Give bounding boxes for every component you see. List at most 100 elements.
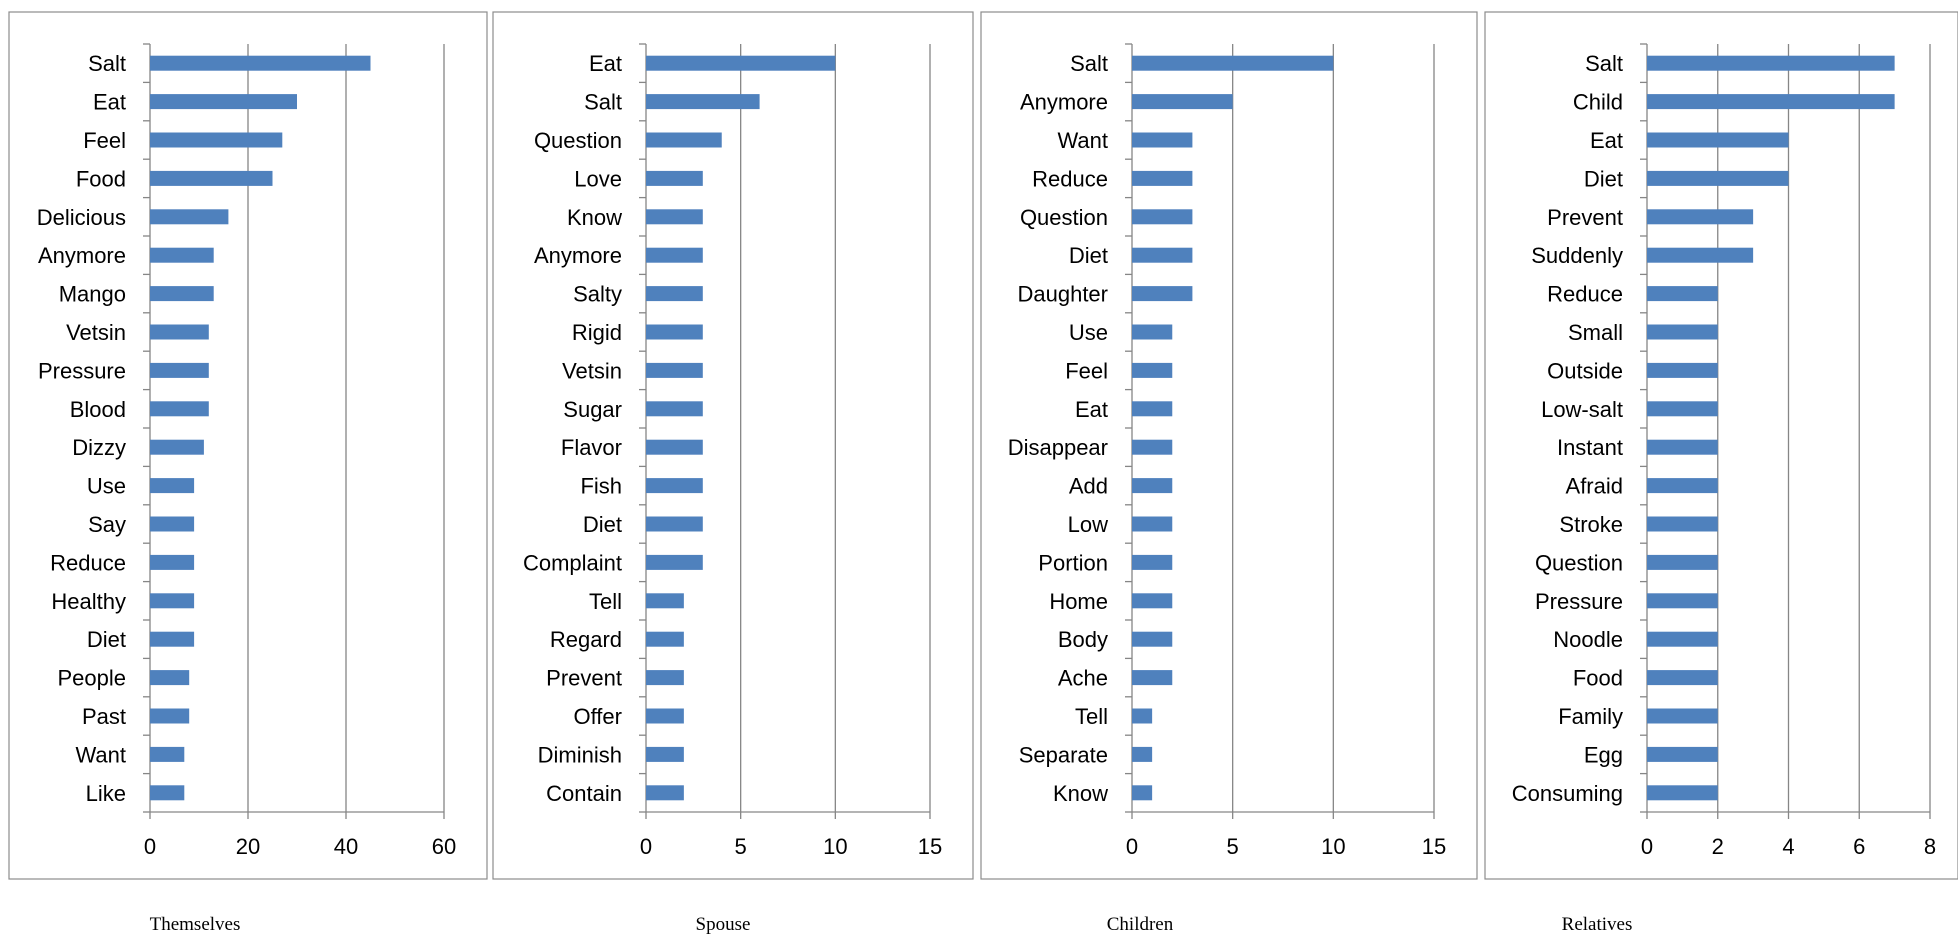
chart-panel-children: 0 5 10 15 Salt Anymore Want Reduce Question Diet D… <box>980 11 1478 935</box>
category-label: Use <box>1069 320 1108 345</box>
bar-reduce <box>1132 170 1193 186</box>
bar-reduce <box>150 554 195 570</box>
category-label: Afraid <box>1566 474 1623 499</box>
bar-question <box>646 132 722 148</box>
bar-daughter <box>1132 286 1193 302</box>
bar-sugar <box>646 401 703 417</box>
bar-love <box>646 170 703 186</box>
x-tick-label: 5 <box>1227 834 1239 859</box>
bar-people <box>150 670 190 686</box>
bar-salt <box>646 94 760 110</box>
bar-tell <box>1132 708 1153 724</box>
bar-reduce <box>1647 286 1718 302</box>
bar-eat <box>1132 401 1173 417</box>
bar-question <box>1647 554 1718 570</box>
category-label: Love <box>574 166 622 191</box>
category-label: Egg <box>1584 742 1623 767</box>
category-label: Fish <box>580 474 622 499</box>
category-label: Portion <box>1038 550 1108 575</box>
category-label: Disappear <box>1008 435 1108 460</box>
category-label: Anymore <box>38 243 126 268</box>
category-label: Mango <box>59 282 126 307</box>
category-label: Noodle <box>1553 627 1623 652</box>
category-label: Flavor <box>561 435 622 460</box>
category-label: Salty <box>573 282 622 307</box>
bar-diminish <box>646 746 684 762</box>
bar-prevent <box>646 670 684 686</box>
bar-low <box>1132 516 1173 532</box>
x-tick-label: 2 <box>1712 834 1724 859</box>
category-label: Vetsin <box>66 320 126 345</box>
x-tick-label: 15 <box>918 834 942 859</box>
bar-consuming <box>1647 785 1718 801</box>
bar-add <box>1132 478 1173 494</box>
bar-stroke <box>1647 516 1718 532</box>
category-label: Question <box>1020 205 1108 230</box>
bar-blood <box>150 401 209 417</box>
category-label: Eat <box>1075 397 1108 422</box>
bar-question <box>1132 209 1193 225</box>
bar-home <box>1132 593 1173 609</box>
bar-low-salt <box>1647 401 1718 417</box>
category-label: Consuming <box>1512 781 1623 806</box>
category-label: Diet <box>1584 166 1623 191</box>
category-label: Healthy <box>51 589 126 614</box>
category-label: Food <box>1573 666 1623 691</box>
bar-complaint <box>646 554 703 570</box>
x-tick-label: 0 <box>1126 834 1138 859</box>
category-label: Diet <box>1069 243 1108 268</box>
category-label: Vetsin <box>562 358 622 383</box>
bar-family <box>1647 708 1718 724</box>
bar-separate <box>1132 746 1153 762</box>
bar-salt <box>150 55 371 71</box>
bar-diet <box>1647 170 1789 186</box>
category-label: Salt <box>1585 51 1623 76</box>
category-label: Home <box>1049 589 1108 614</box>
x-tick-label: 0 <box>144 834 156 859</box>
panel-caption: Relatives <box>1562 914 1633 935</box>
category-label: Ache <box>1058 666 1108 691</box>
bar-offer <box>646 708 684 724</box>
bar-eat <box>150 94 297 110</box>
category-label: Child <box>1573 90 1623 115</box>
category-label: Know <box>1053 781 1108 806</box>
x-tick-label: 0 <box>640 834 652 859</box>
category-label: Salt <box>88 51 126 76</box>
bar-flavor <box>646 439 703 455</box>
bar-say <box>150 516 195 532</box>
x-tick-label: 20 <box>236 834 260 859</box>
category-label: Separate <box>1019 742 1108 767</box>
bar-healthy <box>150 593 195 609</box>
x-tick-label: 5 <box>735 834 747 859</box>
chart-frame <box>8 11 488 880</box>
bar-pressure <box>1647 593 1718 609</box>
bar-salt <box>1647 55 1895 71</box>
x-tick-label: 60 <box>432 834 456 859</box>
category-label: Know <box>567 205 622 230</box>
category-label: Pressure <box>1535 589 1623 614</box>
category-label: Want <box>1057 128 1108 153</box>
bar-rigid <box>646 324 703 340</box>
category-label: Delicious <box>37 205 126 230</box>
bar-want <box>1132 132 1193 148</box>
chart-frame <box>492 11 974 880</box>
category-label: Daughter <box>1017 282 1108 307</box>
category-label: Dizzy <box>72 435 126 460</box>
x-tick-label: 0 <box>1641 834 1653 859</box>
category-label: Use <box>87 474 126 499</box>
category-label: Sugar <box>563 397 622 422</box>
bar-food <box>1647 670 1718 686</box>
bar-feel <box>150 132 283 148</box>
bar-child <box>1647 94 1895 110</box>
bar-vetsin <box>646 362 703 378</box>
bar-diet <box>1132 247 1193 263</box>
category-label: Body <box>1058 627 1108 652</box>
bar-know <box>646 209 703 225</box>
bar-vetsin <box>150 324 209 340</box>
bar-use <box>1132 324 1173 340</box>
category-label: Low <box>1068 512 1108 537</box>
bar-salt <box>1132 55 1334 71</box>
category-label: Offer <box>573 704 622 729</box>
bar-diet <box>150 631 195 647</box>
category-label: Eat <box>589 51 622 76</box>
